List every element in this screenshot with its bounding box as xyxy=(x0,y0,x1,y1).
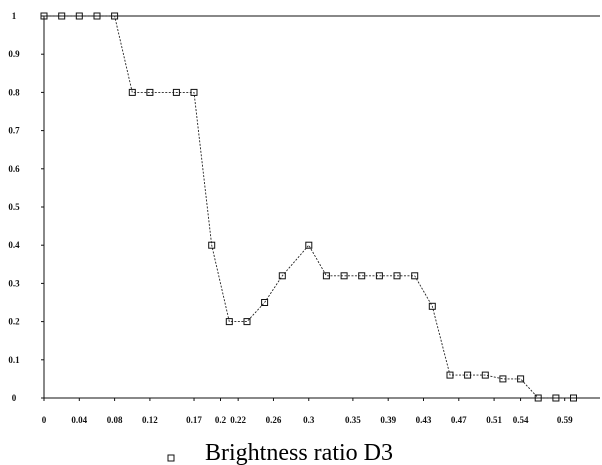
data-point xyxy=(481,371,489,379)
x-tick-label: 0.39 xyxy=(380,415,396,425)
y-tick-label: 0.2 xyxy=(8,317,20,327)
data-point xyxy=(534,394,542,402)
data-point xyxy=(375,272,383,280)
data-point xyxy=(111,12,119,20)
data-point xyxy=(190,88,198,96)
data-point xyxy=(358,272,366,280)
data-point xyxy=(464,371,472,379)
y-axis: 0 0.1 0.2 0.3 0.4 0.5 0.6 0.7 0.8 0.9 1 xyxy=(8,11,45,403)
data-point xyxy=(75,12,83,20)
data-point xyxy=(428,302,436,310)
y-tick-label: 1 xyxy=(12,11,17,21)
data-point xyxy=(340,272,348,280)
x-tick-label: 0.2 xyxy=(215,415,227,425)
data-point xyxy=(225,318,233,326)
y-tick-label: 0 xyxy=(12,393,17,403)
data-point xyxy=(411,272,419,280)
y-tick-label: 0.7 xyxy=(8,126,20,136)
x-tick-label: 0.35 xyxy=(345,415,361,425)
x-tick-label: 0.47 xyxy=(451,415,467,425)
data-point xyxy=(322,272,330,280)
y-tick-label: 0.6 xyxy=(8,164,20,174)
data-point xyxy=(208,241,216,249)
series-line xyxy=(44,15,574,399)
data-point xyxy=(128,88,136,96)
data-point xyxy=(40,12,48,20)
y-tick-label: 0.1 xyxy=(8,355,20,365)
y-tick-label: 0.8 xyxy=(8,87,20,97)
data-point xyxy=(172,88,180,96)
x-tick-label: 0.26 xyxy=(266,415,282,425)
data-point xyxy=(58,12,66,20)
x-tick-label: 0.08 xyxy=(107,415,123,425)
y-tick-label: 0.4 xyxy=(8,240,20,250)
data-point xyxy=(499,375,507,383)
x-tick-label: 0.43 xyxy=(416,415,432,425)
x-tick-label: 0.04 xyxy=(71,415,87,425)
data-point xyxy=(446,371,454,379)
x-tick-label: 0.17 xyxy=(186,415,202,425)
x-axis-label: Brightness ratio D3 xyxy=(205,440,393,465)
legend-square-marker xyxy=(167,454,175,462)
data-point xyxy=(261,299,269,306)
data-point xyxy=(146,88,154,96)
y-tick-label: 0.3 xyxy=(8,278,20,288)
x-tick-label: 0.12 xyxy=(142,415,158,425)
y-tick-label: 0.5 xyxy=(8,202,20,212)
x-tick-label: 0.59 xyxy=(557,415,573,425)
y-tick-label: 0.9 xyxy=(8,49,20,59)
x-tick-label: 0.51 xyxy=(486,415,502,425)
data-point xyxy=(517,375,525,383)
data-point xyxy=(278,272,286,280)
data-point xyxy=(552,394,560,402)
x-tick-label: 0.54 xyxy=(513,415,529,425)
data-point xyxy=(393,272,401,280)
x-tick-label: 0.22 xyxy=(230,415,246,425)
data-point xyxy=(93,12,101,20)
data-point xyxy=(305,241,313,249)
series-markers xyxy=(40,12,577,402)
x-tick-label: 0 xyxy=(42,415,47,425)
x-tick-label: 0.3 xyxy=(303,415,315,425)
x-axis: 0 0.04 0.08 0.12 0.17 0.2 0.22 0.26 0.3 0.35 0.39 0… xyxy=(42,397,600,425)
data-point xyxy=(570,394,577,402)
data-point xyxy=(243,318,251,326)
